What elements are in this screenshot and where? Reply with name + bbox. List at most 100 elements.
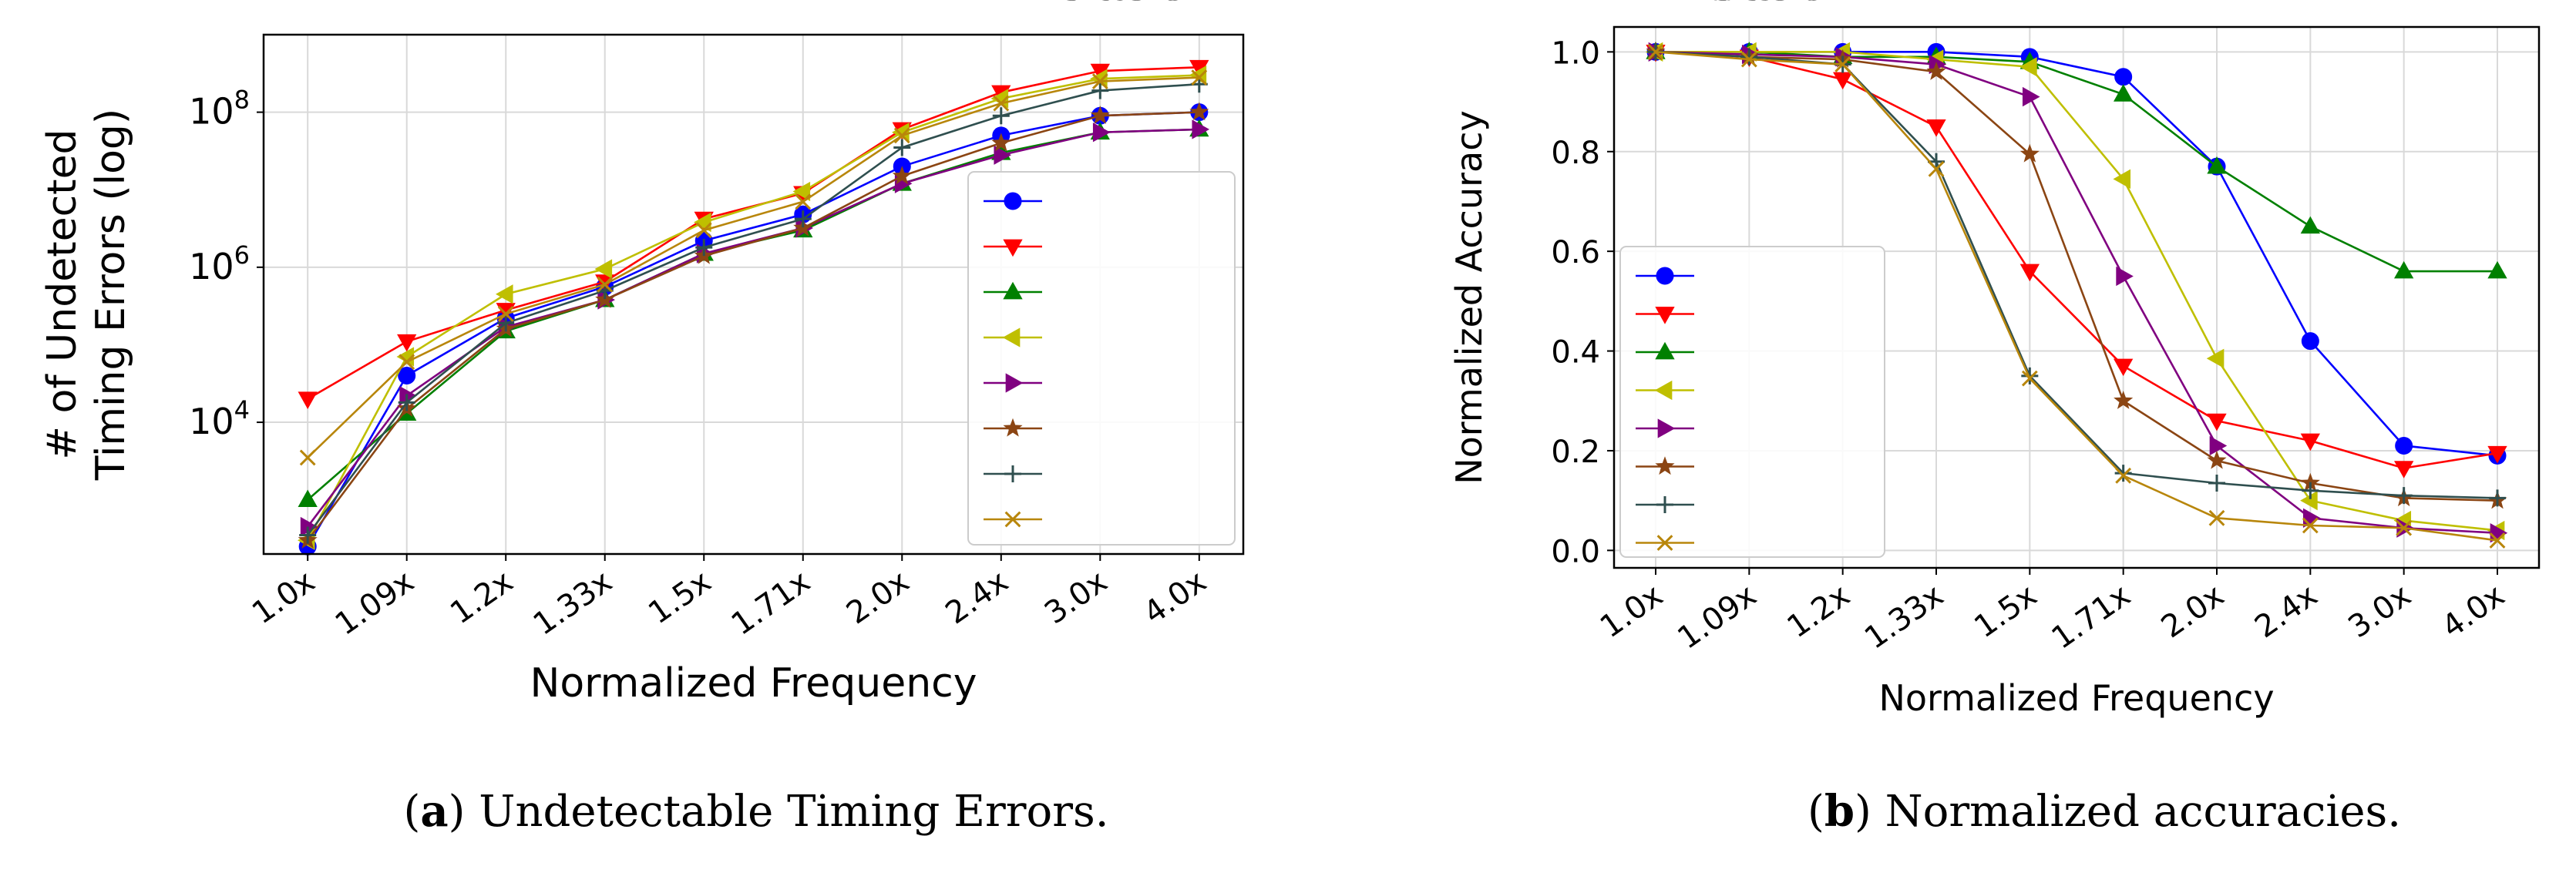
data-point-mnist — [1090, 106, 1110, 124]
legend-item-cifar-10: CIFAR-10 — [1636, 0, 1817, 324]
legend-marker — [1656, 496, 1673, 513]
data-point-cifar-10 — [2394, 461, 2414, 478]
legend-item-amnist: AMNIST — [984, 0, 1163, 528]
data-point-amnist — [795, 193, 812, 210]
data-point-reuters — [300, 516, 318, 537]
data-point-fmnist — [497, 314, 515, 332]
legend-marker — [1657, 418, 1676, 438]
data-point-fmnist — [893, 139, 911, 156]
series-line-gtsrb — [1656, 51, 2498, 532]
x-tick-label: 4.0x — [2436, 578, 2511, 646]
x-axis-label: Normalized Frequency — [530, 660, 977, 707]
data-point-gtsrb — [496, 284, 513, 304]
data-point-cifar-10 — [2487, 445, 2507, 464]
legend-label: GTSRB — [1714, 0, 1792, 6]
legend-marker — [1004, 465, 1021, 482]
x-tick-label: 1.0x — [1594, 578, 1670, 646]
data-point-fmnist — [398, 394, 415, 411]
legend-label: AMNIST — [1714, 0, 1804, 6]
data-point-svhn — [2114, 68, 2133, 86]
series-line-amnist — [1655, 51, 2498, 542]
data-point-amnist — [893, 127, 910, 144]
legend-marker — [1004, 511, 1021, 528]
data-point-fmnist — [2021, 367, 2039, 384]
y-tick-label: 104 — [189, 395, 250, 442]
figure-caption: (a) Undetectable Timing Errors. — [403, 786, 1108, 837]
legend-item-imdb: IMDB — [984, 0, 1131, 300]
data-point-amnist — [1740, 51, 1757, 68]
plot-frame — [262, 33, 1245, 556]
legend-label: SVHN — [1062, 0, 1136, 7]
data-point-amnist — [1834, 56, 1851, 72]
y-tick-label: 0.2 — [1551, 435, 1600, 470]
data-point-gtsrb — [2019, 57, 2037, 77]
legend: SVHNCIFAR-10IMDBGTSRBREUTERSMNISTFMNISTA… — [1619, 0, 1885, 558]
data-point-cifar-10 — [2114, 358, 2134, 377]
legend-item-cifar-10: CIFAR-10 — [984, 0, 1179, 257]
series-line-svhn — [307, 111, 1199, 547]
data-point-imdb — [2207, 156, 2227, 174]
x-tick-label: 2.4x — [2248, 578, 2324, 646]
legend-marker — [1003, 239, 1023, 257]
legend-label: CIFAR-10 — [1714, 0, 1817, 6]
data-point-svhn — [2395, 436, 2413, 455]
data-point-reuters — [2022, 86, 2040, 107]
data-point-cifar-10 — [1833, 72, 1853, 90]
legend-item-svhn: SVHN — [984, 0, 1136, 210]
data-point-cifar-10 — [1926, 119, 1946, 137]
data-point-gtsrb — [2206, 348, 2225, 368]
legend-item-fmnist: FMNIST — [984, 0, 1160, 482]
data-point-reuters — [994, 145, 1011, 165]
legend-marker — [1005, 373, 1024, 393]
y-axis-label: Timing Errors (log) — [88, 109, 134, 481]
x-tick-label: 2.4x — [940, 564, 1015, 632]
legend-marker — [1655, 456, 1675, 475]
x-tick-label: 1.09x — [1671, 578, 1763, 656]
legend-marker — [1656, 267, 1674, 285]
series-line-fmnist — [307, 82, 1199, 536]
x-tick-label: 2.0x — [840, 564, 916, 632]
legend-item-gtsrb: GTSRB — [984, 0, 1150, 347]
series-line-reuters — [307, 128, 1199, 528]
data-point-imdb — [2300, 216, 2320, 234]
legend: SVHNCIFAR-10IMDBGTSRBREUTERSMNISTFMNISTA… — [967, 0, 1236, 546]
data-point-amnist — [2489, 532, 2506, 549]
legend-label: GTSRB — [1062, 0, 1150, 7]
data-point-gtsrb — [792, 181, 811, 202]
data-point-reuters — [2116, 266, 2134, 287]
data-point-amnist — [2208, 509, 2225, 526]
legend-item-reuters: REUTERS — [1636, 0, 1821, 438]
series-reuters — [1648, 42, 2508, 543]
legend-marker — [1003, 281, 1023, 300]
data-point-amnist — [2021, 370, 2038, 387]
y-tick-label: 0.6 — [1551, 235, 1600, 270]
legend-box — [1619, 246, 1885, 558]
x-tick-label: 3.0x — [2342, 578, 2418, 646]
legend-item-mnist: MNIST — [1636, 0, 1787, 475]
series-line-mnist — [307, 111, 1199, 542]
legend-item-mnist: MNIST — [984, 0, 1145, 437]
data-point-cifar-10 — [2300, 433, 2320, 452]
data-point-cifar-10 — [397, 334, 417, 352]
legend-marker — [1654, 380, 1673, 401]
series-line-imdb — [1656, 51, 2497, 273]
legend-label: IMDB — [1714, 0, 1774, 6]
data-point-gtsrb — [2300, 491, 2318, 511]
x-tick-label: 1.33x — [527, 564, 619, 643]
legend-label: REUTERS — [1062, 0, 1183, 7]
panel-a-undetected-errors-chart: 1.0x 1.09x 1.2x 1.33x 1.5x 1.71x 2.0x 2.4x 3.0x 4… — [39, 0, 1245, 837]
data-point-mnist — [2114, 391, 2134, 409]
data-point-fmnist — [2489, 489, 2506, 507]
data-point-mnist — [1189, 102, 1209, 121]
legend-item-gtsrb: GTSRB — [1636, 0, 1792, 401]
data-point-amnist — [695, 222, 712, 239]
legend-marker — [1655, 341, 1675, 360]
x-tick-label: 2.0x — [2155, 578, 2231, 646]
y-tick-label: 1.0 — [1551, 35, 1600, 71]
data-point-fmnist — [2114, 465, 2132, 482]
legend-item-amnist: AMNIST — [1636, 0, 1804, 551]
data-point-amnist — [2115, 467, 2132, 484]
x-tick-label: 1.5x — [642, 564, 718, 632]
legend-label: AMNIST — [1062, 0, 1163, 7]
data-point-fmnist — [695, 239, 713, 257]
